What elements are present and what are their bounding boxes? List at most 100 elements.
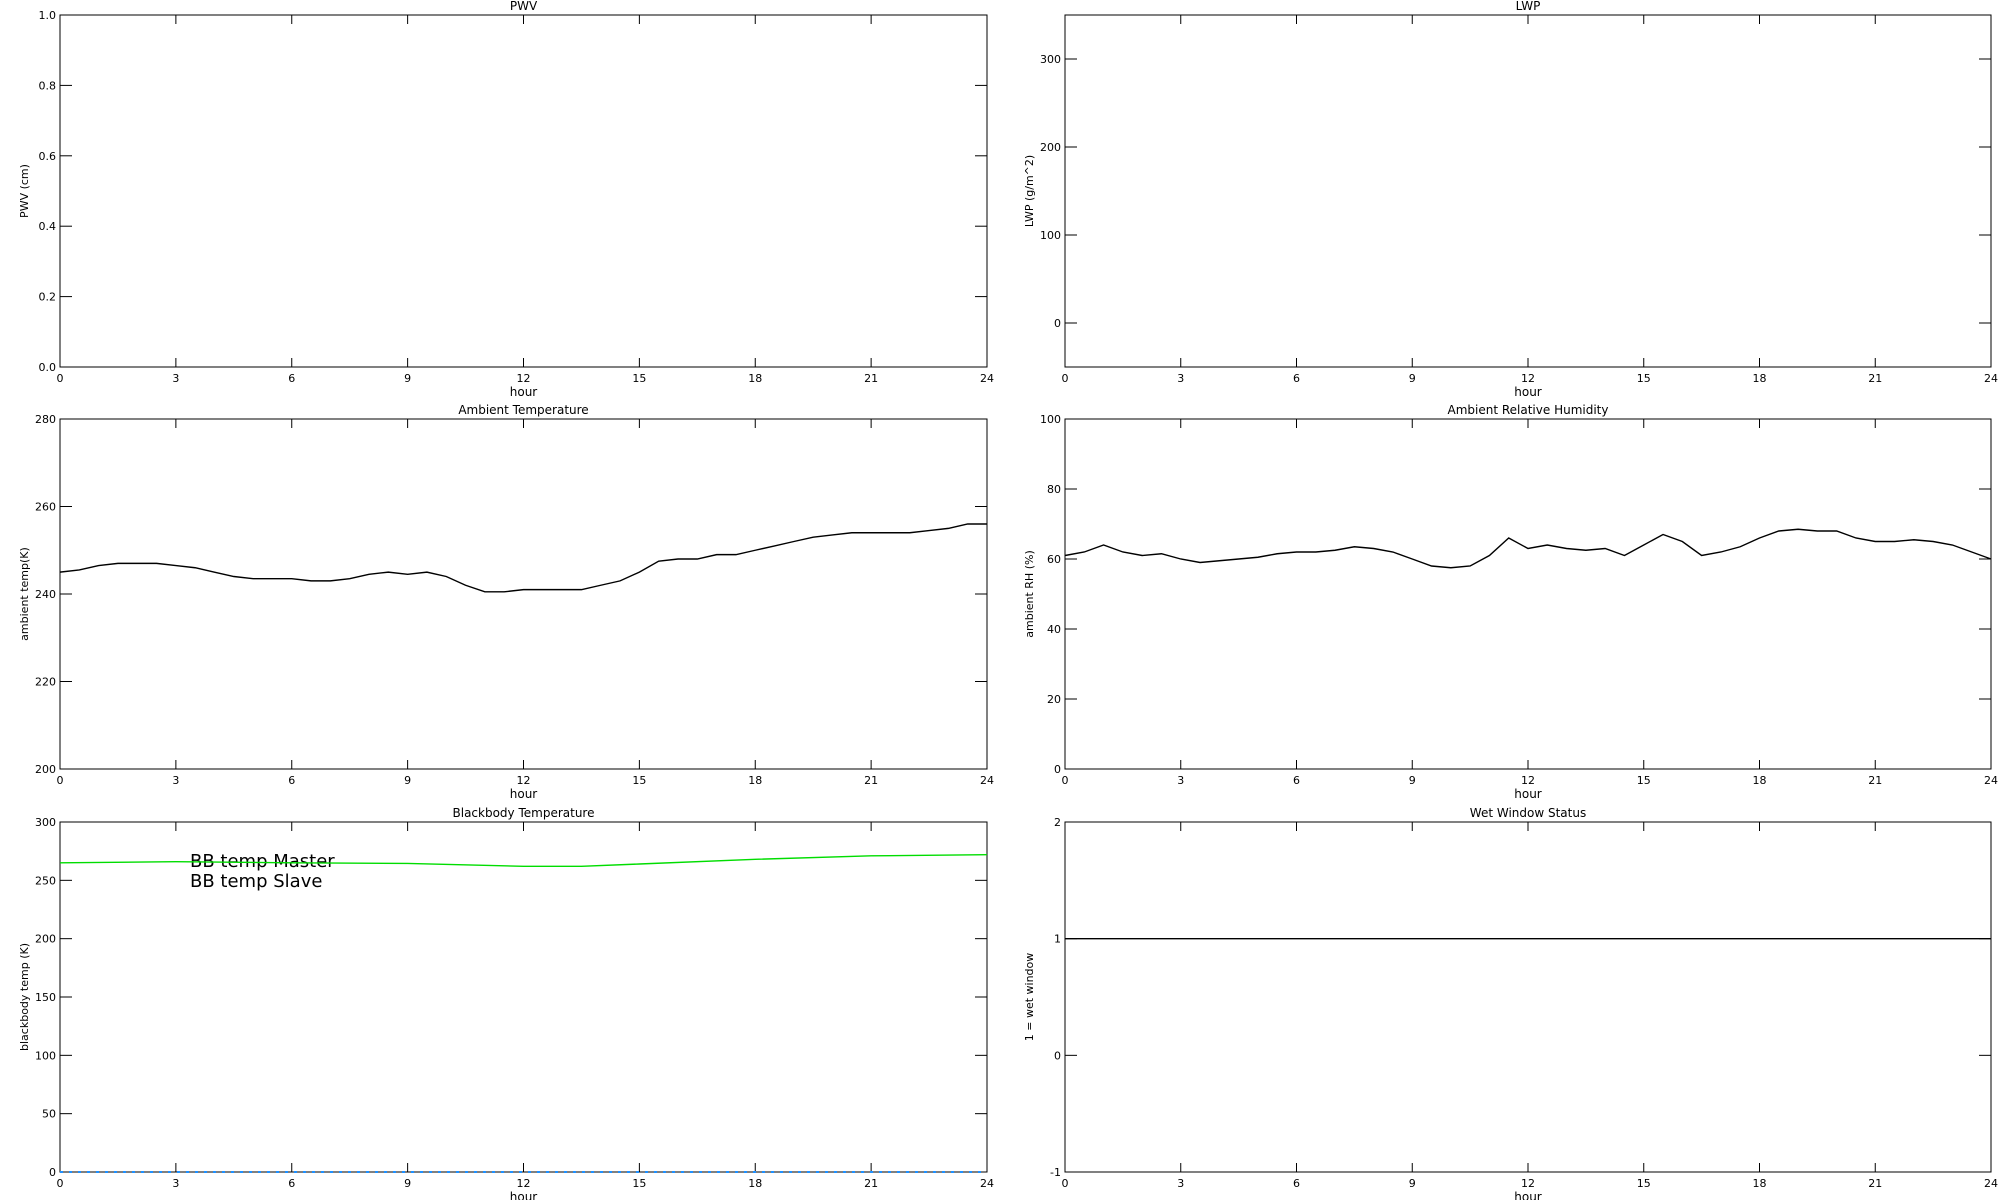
legend-entry: BB temp Master (190, 851, 335, 872)
x-tick-label: 9 (1409, 774, 1416, 787)
y-tick-label: -1 (1050, 1166, 1061, 1179)
y-axis-label: ambient temp(K) (18, 547, 31, 641)
x-tick-label: 21 (1868, 1177, 1882, 1190)
x-tick-label: 21 (864, 372, 878, 385)
y-tick-label: 200 (35, 763, 56, 776)
x-tick-label: 3 (172, 372, 179, 385)
x-tick-label: 18 (748, 372, 762, 385)
y-tick-label: 250 (35, 874, 56, 887)
legend-entry: BB temp Slave (190, 871, 322, 892)
x-tick-label: 0 (1062, 1177, 1069, 1190)
x-axis-label: hour (1514, 787, 1542, 801)
data-line (1064, 528, 1992, 569)
y-tick-label: 60 (1047, 553, 1061, 566)
x-tick-label: 3 (1177, 774, 1184, 787)
x-tick-label: 24 (1984, 372, 1998, 385)
x-tick-label: 15 (632, 774, 646, 787)
y-tick-label: 2 (1054, 816, 1061, 829)
chart-title: PWV (510, 0, 538, 13)
x-tick-label: 24 (980, 372, 994, 385)
x-tick-label: 12 (1521, 372, 1535, 385)
x-tick-label: 12 (517, 372, 531, 385)
x-axis-label: hour (1514, 1190, 1542, 1200)
x-tick-label: 18 (748, 774, 762, 787)
x-tick-label: 9 (404, 372, 411, 385)
y-tick-label: 200 (35, 933, 56, 946)
x-axis-label: hour (1514, 385, 1542, 399)
y-tick-label: 300 (1040, 53, 1061, 66)
x-tick-label: 6 (1293, 774, 1300, 787)
x-tick-label: 15 (632, 1177, 646, 1190)
y-tick-label: 200 (1040, 141, 1061, 154)
y-tick-label: 300 (35, 816, 56, 829)
x-tick-label: 0 (57, 372, 64, 385)
plot-frame (59, 14, 988, 368)
x-tick-label: 0 (1062, 774, 1069, 787)
x-tick-label: 21 (1868, 372, 1882, 385)
y-tick-label: 0.0 (39, 361, 57, 374)
y-tick-label: 0.2 (39, 291, 57, 304)
x-tick-label: 21 (864, 774, 878, 787)
x-tick-label: 24 (980, 1177, 994, 1190)
chart-title: Ambient Relative Humidity (1448, 403, 1609, 417)
x-tick-label: 18 (748, 1177, 762, 1190)
x-tick-label: 24 (980, 774, 994, 787)
x-tick-label: 0 (1062, 372, 1069, 385)
x-tick-label: 0 (57, 1177, 64, 1190)
chart-title: Wet Window Status (1470, 806, 1586, 820)
x-tick-label: 9 (1409, 1177, 1416, 1190)
x-axis-label: hour (510, 787, 538, 801)
x-tick-label: 12 (517, 1177, 531, 1190)
x-tick-label: 18 (1753, 774, 1767, 787)
y-tick-label: 1 (1054, 933, 1061, 946)
x-tick-label: 6 (288, 774, 295, 787)
y-tick-label: 220 (35, 676, 56, 689)
y-tick-label: 80 (1047, 483, 1061, 496)
y-tick-label: 280 (35, 413, 56, 426)
plot-frame (59, 418, 988, 770)
y-tick-label: 40 (1047, 623, 1061, 636)
x-tick-label: 24 (1984, 774, 1998, 787)
y-axis-label: LWP (g/m^2) (1023, 155, 1036, 227)
x-axis-label: hour (510, 1190, 538, 1200)
x-tick-label: 21 (1868, 774, 1882, 787)
y-axis-label: 1 = wet window (1023, 953, 1036, 1042)
x-tick-label: 15 (1637, 372, 1651, 385)
y-tick-label: 260 (35, 501, 56, 514)
x-tick-label: 3 (1177, 372, 1184, 385)
x-tick-label: 18 (1753, 372, 1767, 385)
x-tick-label: 21 (864, 1177, 878, 1190)
x-tick-label: 24 (1984, 1177, 1998, 1190)
chart-title: LWP (1516, 0, 1541, 13)
y-tick-label: 150 (35, 991, 56, 1004)
x-tick-label: 9 (404, 774, 411, 787)
y-tick-label: 20 (1047, 693, 1061, 706)
y-axis-label: ambient RH (%) (1023, 550, 1036, 638)
x-tick-label: 9 (1409, 372, 1416, 385)
chart-title: Ambient Temperature (458, 403, 588, 417)
x-tick-label: 3 (172, 1177, 179, 1190)
y-tick-label: 0 (1054, 317, 1061, 330)
y-axis-label: PWV (cm) (18, 164, 31, 218)
x-tick-label: 12 (1521, 774, 1535, 787)
x-tick-label: 9 (404, 1177, 411, 1190)
x-axis-label: hour (510, 385, 538, 399)
y-tick-label: 0.4 (39, 220, 57, 233)
y-tick-label: 0.8 (39, 79, 57, 92)
y-axis-label: blackbody temp (K) (18, 943, 31, 1051)
y-tick-label: 0 (1054, 763, 1061, 776)
data-line (59, 523, 987, 593)
x-tick-label: 6 (1293, 1177, 1300, 1190)
x-tick-label: 6 (1293, 372, 1300, 385)
y-tick-label: 0 (49, 1166, 56, 1179)
x-tick-label: 15 (1637, 774, 1651, 787)
x-tick-label: 3 (1177, 1177, 1184, 1190)
x-tick-label: 3 (172, 774, 179, 787)
x-tick-label: 15 (1637, 1177, 1651, 1190)
chart-title: Blackbody Temperature (453, 806, 595, 820)
x-tick-label: 12 (1521, 1177, 1535, 1190)
x-tick-label: 6 (288, 1177, 295, 1190)
y-tick-label: 100 (1040, 229, 1061, 242)
y-tick-label: 100 (1040, 413, 1061, 426)
